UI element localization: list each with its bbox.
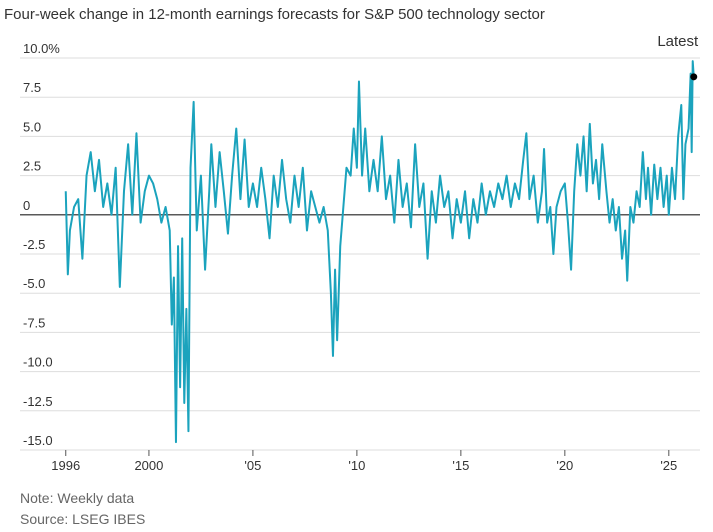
- note: Note: Weekly data: [20, 490, 134, 506]
- y-tick-label: 5.0: [23, 119, 41, 134]
- x-tick-label: '15: [452, 458, 469, 473]
- y-tick-label: 10.0%: [23, 41, 60, 56]
- y-tick-label: -10.0: [23, 355, 53, 370]
- latest-point: [690, 73, 698, 81]
- y-tick-label: 7.5: [23, 80, 41, 95]
- y-tick-label: -5.0: [23, 276, 45, 291]
- data-line: [64, 60, 695, 444]
- y-tick-label: -7.5: [23, 315, 45, 330]
- y-tick-label: 0: [23, 198, 30, 213]
- x-tick-label: '05: [244, 458, 261, 473]
- x-tick-label: '20: [556, 458, 573, 473]
- y-tick-label: -2.5: [23, 237, 45, 252]
- x-tick-label: 1996: [51, 458, 80, 473]
- x-tick-label: 2000: [134, 458, 163, 473]
- y-tick-label: -12.5: [23, 394, 53, 409]
- y-tick-label: 2.5: [23, 159, 41, 174]
- x-tick-label: '25: [660, 458, 677, 473]
- source: Source: LSEG IBES: [20, 511, 145, 527]
- y-tick-label: -15.0: [23, 433, 53, 448]
- chart-title: Four-week change in 12-month earnings fo…: [4, 6, 545, 23]
- x-tick-label: '10: [348, 458, 365, 473]
- latest-label: Latest: [657, 33, 699, 50]
